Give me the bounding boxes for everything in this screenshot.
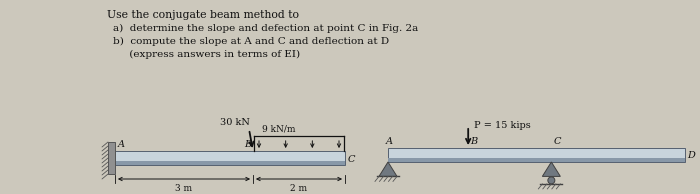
Text: B: B xyxy=(470,137,477,146)
Text: D: D xyxy=(687,152,695,160)
Text: 30 kN: 30 kN xyxy=(220,118,250,127)
Bar xyxy=(388,148,685,162)
Text: Use the conjugate beam method to: Use the conjugate beam method to xyxy=(107,10,299,20)
Text: A: A xyxy=(386,137,393,146)
Bar xyxy=(115,161,345,165)
Text: C: C xyxy=(348,154,356,164)
Text: 2 m: 2 m xyxy=(290,184,307,193)
Text: a)  determine the slope and defection at point C in Fig. 2a: a) determine the slope and defection at … xyxy=(113,24,419,33)
Text: 3 m: 3 m xyxy=(176,184,192,193)
Bar xyxy=(115,151,345,165)
Bar xyxy=(108,142,115,174)
Bar xyxy=(388,158,685,162)
Polygon shape xyxy=(542,162,560,176)
Text: C: C xyxy=(553,137,561,146)
Circle shape xyxy=(548,177,555,184)
Polygon shape xyxy=(379,162,397,176)
Text: A: A xyxy=(118,140,125,149)
Text: 9 kN/m: 9 kN/m xyxy=(262,124,295,133)
Text: B: B xyxy=(244,140,251,149)
Text: b)  compute the slope at A and C and deflection at D: b) compute the slope at A and C and defl… xyxy=(113,37,389,46)
Text: P = 15 kips: P = 15 kips xyxy=(474,121,531,130)
Text: (express answers in terms of EI): (express answers in terms of EI) xyxy=(113,50,300,59)
